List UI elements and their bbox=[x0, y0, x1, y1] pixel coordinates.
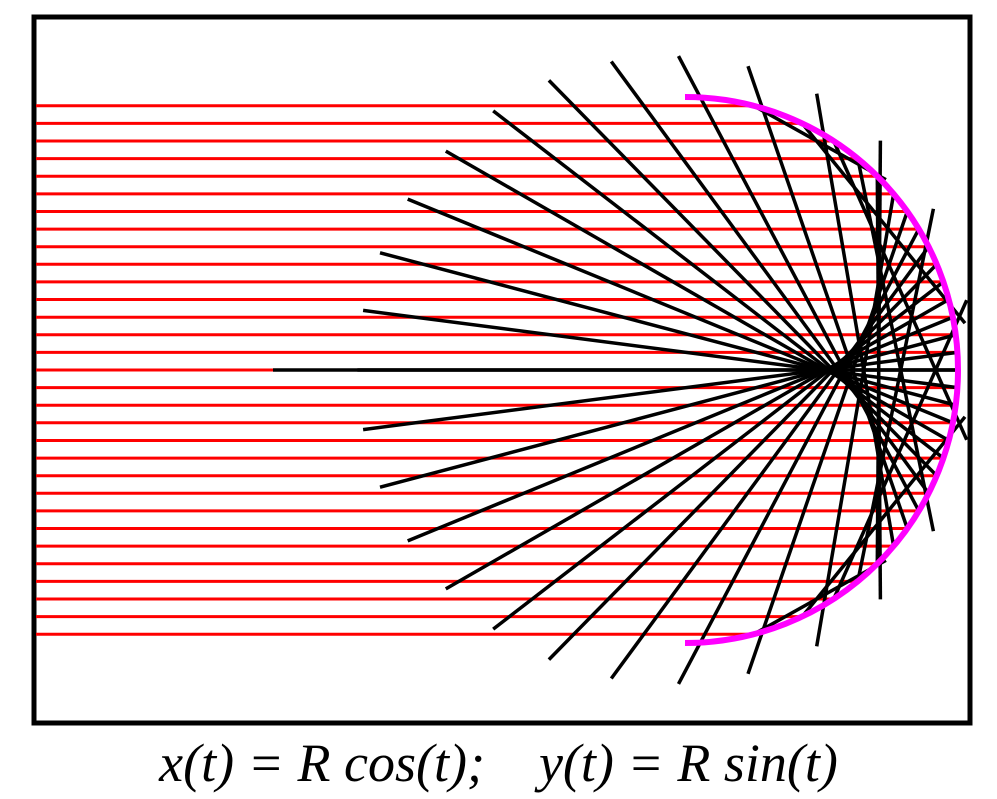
reflected-ray bbox=[379, 333, 957, 489]
reflected-ray bbox=[444, 297, 950, 591]
reflected-ray bbox=[609, 245, 931, 680]
reflected-rays-group bbox=[273, 55, 969, 685]
reflected-ray bbox=[362, 308, 958, 390]
reflected-ray bbox=[547, 263, 938, 661]
reflection-diagram bbox=[31, 14, 973, 726]
reflected-ray bbox=[832, 140, 969, 441]
reflected-ray bbox=[444, 149, 950, 443]
reflected-ray bbox=[362, 350, 958, 432]
reflected-ray bbox=[609, 60, 931, 495]
reflected-ray bbox=[800, 122, 967, 325]
reflected-ray bbox=[407, 197, 954, 425]
reflected-ray bbox=[746, 65, 909, 530]
reflected-ray bbox=[800, 415, 967, 618]
parametric-equation-caption: x(t) = R cos(t); y(t) = R sin(t) bbox=[159, 733, 838, 793]
mirror-arc bbox=[684, 94, 961, 646]
reflected-ray bbox=[379, 251, 957, 407]
diagram-frame bbox=[31, 14, 973, 726]
reflected-ray bbox=[875, 140, 883, 564]
reflected-ray bbox=[492, 280, 945, 631]
